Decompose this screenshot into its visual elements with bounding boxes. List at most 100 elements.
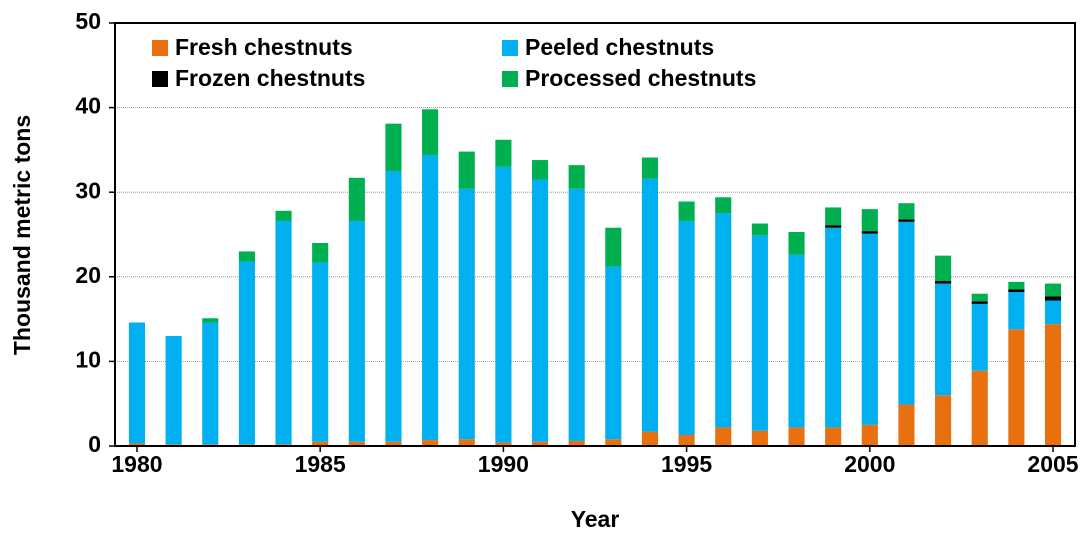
x-axis-label: Year [571,506,620,532]
bar-segment [348,177,365,221]
bar-segment [605,266,622,440]
bar-segment [971,301,988,304]
bar-segment [458,188,475,440]
bar-segment [751,223,768,236]
bar-segment [715,213,732,428]
x-tick-label: 2005 [1027,451,1078,477]
bar-segment [312,242,329,263]
bar-segment [825,225,842,228]
bar-segment [861,424,878,446]
x-tick-label: 1980 [111,451,162,477]
bar-segment [788,254,805,428]
bar-segment [275,220,292,445]
bar-segment [165,336,182,445]
bar-segment [202,322,219,445]
bar-segment [641,157,659,179]
bar-segment [385,123,402,172]
bar-segment [715,197,732,214]
bar-segment [751,430,768,446]
bar-segment [641,178,659,432]
bar-segment [128,443,146,446]
bar-segment [788,231,805,255]
bar-segment [825,207,842,226]
x-tick-label: 2000 [844,451,895,477]
bar-segment [568,440,585,446]
legend-swatch [502,71,518,87]
bar-segment [458,151,475,189]
x-tick-label: 1995 [661,451,712,477]
x-tick-label: 1990 [478,451,529,477]
bar-segment [605,439,622,446]
bar-segment [898,203,915,220]
bar-segment [898,404,915,446]
bar-segment [935,255,952,282]
bar-segment [861,233,878,425]
bar-segment [751,235,768,431]
bar-segment [458,439,475,446]
bar-segment [531,179,549,442]
bar-segment [861,209,878,232]
x-tick-label: 1985 [295,451,346,477]
bar-segment [422,109,439,155]
bar-segment [605,227,622,267]
y-axis-label: Thousand metric tons [9,115,35,355]
bar-segment [312,262,329,442]
bar-segment [935,395,952,446]
bar-segment [275,210,292,221]
legend-label: Peeled chestnuts [525,34,714,60]
bar-segment [788,427,805,446]
bar-segment [641,431,659,446]
bar-segment [825,227,842,428]
legend-label: Processed chestnuts [525,65,756,91]
legend-swatch [152,71,168,87]
legend-label: Fresh chestnuts [175,34,353,60]
legend-label: Frozen chestnuts [175,65,365,91]
y-tick-label: 30 [75,177,101,203]
bar-segment [531,160,549,180]
bar-segment [678,201,695,221]
bar-segment [385,171,402,442]
bar-segment [861,231,878,234]
bar-segment [935,283,952,396]
y-tick-label: 20 [75,262,101,288]
bar-segment [898,221,915,405]
y-tick-label: 40 [75,93,101,119]
bar-segment [971,303,988,371]
bar-segment [348,220,365,442]
legend-swatch [152,40,168,56]
bar-segment [422,154,439,441]
bar-segment [531,441,549,446]
bar-segment [898,219,915,222]
bar-segment [312,441,329,446]
bar-segment [495,139,512,167]
bar-segment [385,441,402,446]
bar-segment [1044,296,1062,301]
y-tick-label: 10 [75,346,101,372]
bar-segment [678,435,695,446]
bar-segment [1044,324,1062,446]
bar-segment [202,318,219,323]
plot-frame [114,22,1076,447]
bar-segment [825,427,842,446]
bar-segment [715,427,732,446]
y-tick-label: 0 [88,431,101,457]
bar-segment [971,370,988,446]
bar-segment [1008,281,1025,290]
bar-segment [238,261,255,445]
bar-segment [348,441,365,446]
bar-segment [1008,329,1025,446]
bar-segment [1044,283,1062,297]
bar-segment [1008,289,1025,293]
bar-segment [1008,292,1025,330]
bar-segment [495,442,512,446]
bar-segment [568,188,585,441]
bar-segment [422,440,439,446]
bar-segment [971,293,988,302]
bar-segment [238,251,255,262]
bar-segment [678,220,695,436]
bar-segment [568,165,585,189]
bar-segment [128,322,146,444]
legend-swatch [502,40,518,56]
y-tick-label: 50 [75,8,101,34]
